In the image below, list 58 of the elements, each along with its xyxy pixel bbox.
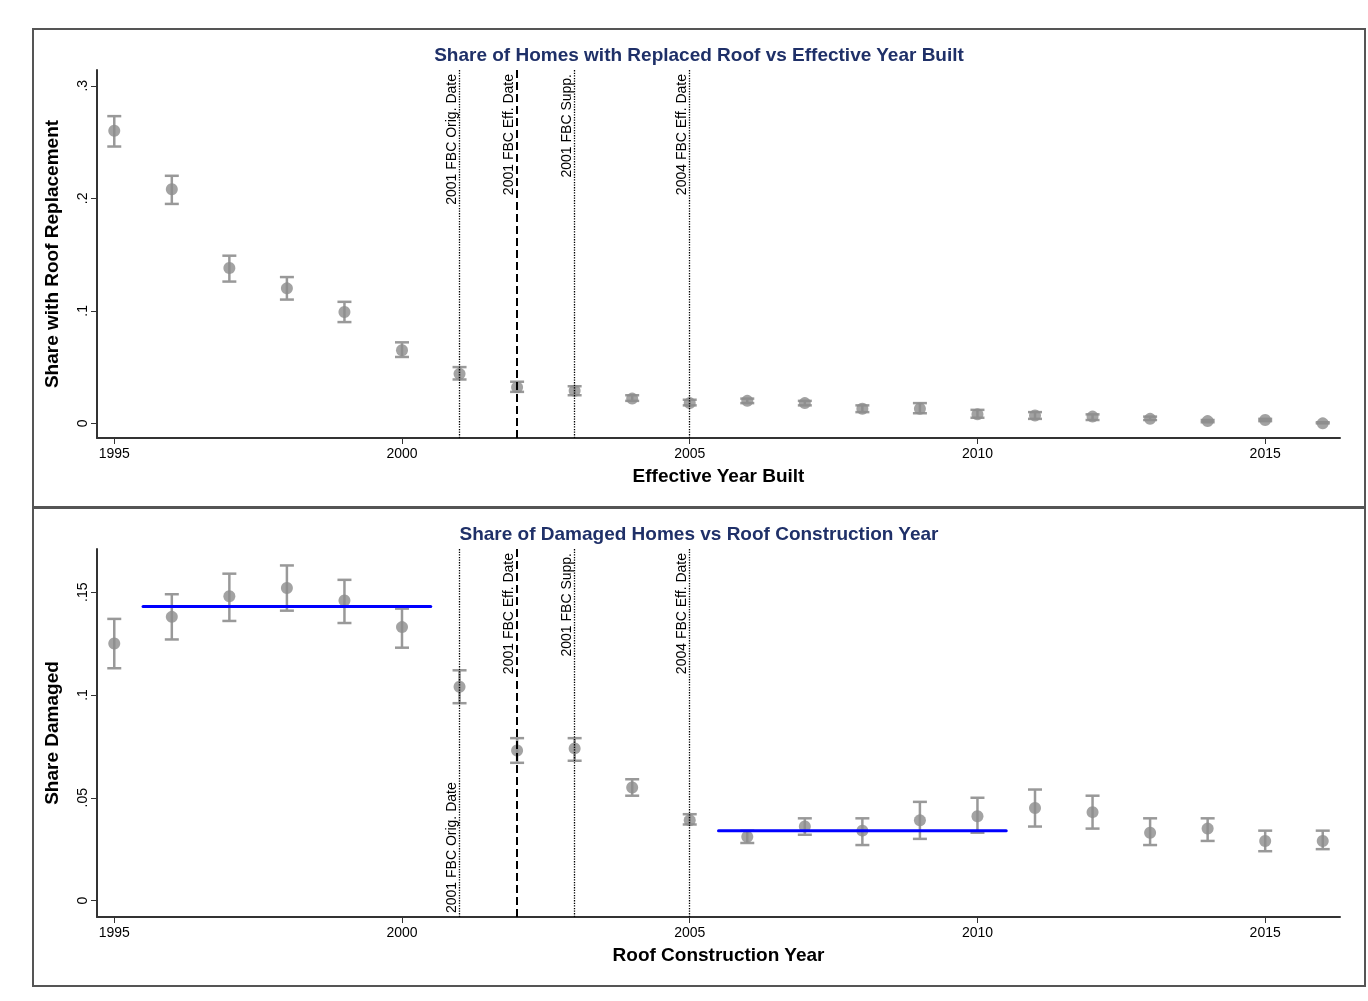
point [1029,802,1041,815]
y-tick-label: .05 [74,787,90,808]
y-tick-label: .3 [74,79,90,92]
y-tick-label: .2 [74,192,90,205]
point [1144,412,1157,425]
point [338,305,351,318]
point [1259,834,1272,847]
point [913,814,926,827]
point [1144,826,1157,839]
y-tick-label: 0 [74,419,90,428]
point [280,282,293,295]
x-tick-label: 2005 [674,445,706,461]
ref-line-label: 2004 FBC Eff. Date [672,73,689,196]
y-tick-label: .1 [74,688,90,701]
point [108,637,121,650]
ref-line-label: 2004 FBC Eff. Date [672,552,689,675]
chart-title: Share of Damaged Homes vs Roof Construction Year [459,523,940,544]
point [971,810,984,823]
x-tick-label: 2010 [961,924,994,940]
x-tick-label: 1995 [98,445,131,461]
point [223,590,236,603]
point [1201,415,1214,428]
ref-line-label: 2001 FBC Orig. Date [442,73,459,205]
point [1316,417,1329,430]
point [108,124,121,137]
point [1259,414,1272,426]
y-tick-label: .1 [74,304,90,317]
ref-line-label: 2001 FBC Orig. Date [442,782,459,913]
x-tick-label: 2010 [961,445,994,461]
ref-line-label: 2001 FBC Supp. [557,553,574,657]
point [1201,822,1214,835]
y-tick-label: .15 [74,582,90,602]
x-tick-label: 1995 [98,924,131,940]
point [396,621,408,634]
chart-title: Share of Homes with Replaced Roof vs Effective Year Built [434,44,965,65]
x-tick-label: 2005 [674,924,706,940]
x-tick-label: 2015 [1249,924,1281,940]
point [280,582,293,595]
x-axis-title: Roof Construction Year [612,944,826,965]
point [683,397,696,410]
point [568,742,581,755]
ref-line-label: 2001 FBC Eff. Date [500,552,517,675]
ref-line-label: 2001 FBC Eff. Date [500,73,517,196]
point [165,610,178,623]
x-tick-label: 2000 [386,924,418,940]
point [165,183,178,196]
x-tick-label: 2000 [386,445,418,461]
point [1316,834,1329,847]
y-tick-label: 0 [74,896,90,905]
point [453,680,466,693]
x-axis-title: Effective Year Built [632,465,806,486]
y-axis-title: Share Damaged [41,661,62,805]
ref-line-label: 2001 FBC Supp. [557,74,574,178]
y-axis-title: Share with Roof Replacement [41,119,62,389]
point [798,397,811,410]
x-tick-label: 2015 [1249,445,1281,461]
point [1086,806,1099,819]
point [223,262,236,275]
